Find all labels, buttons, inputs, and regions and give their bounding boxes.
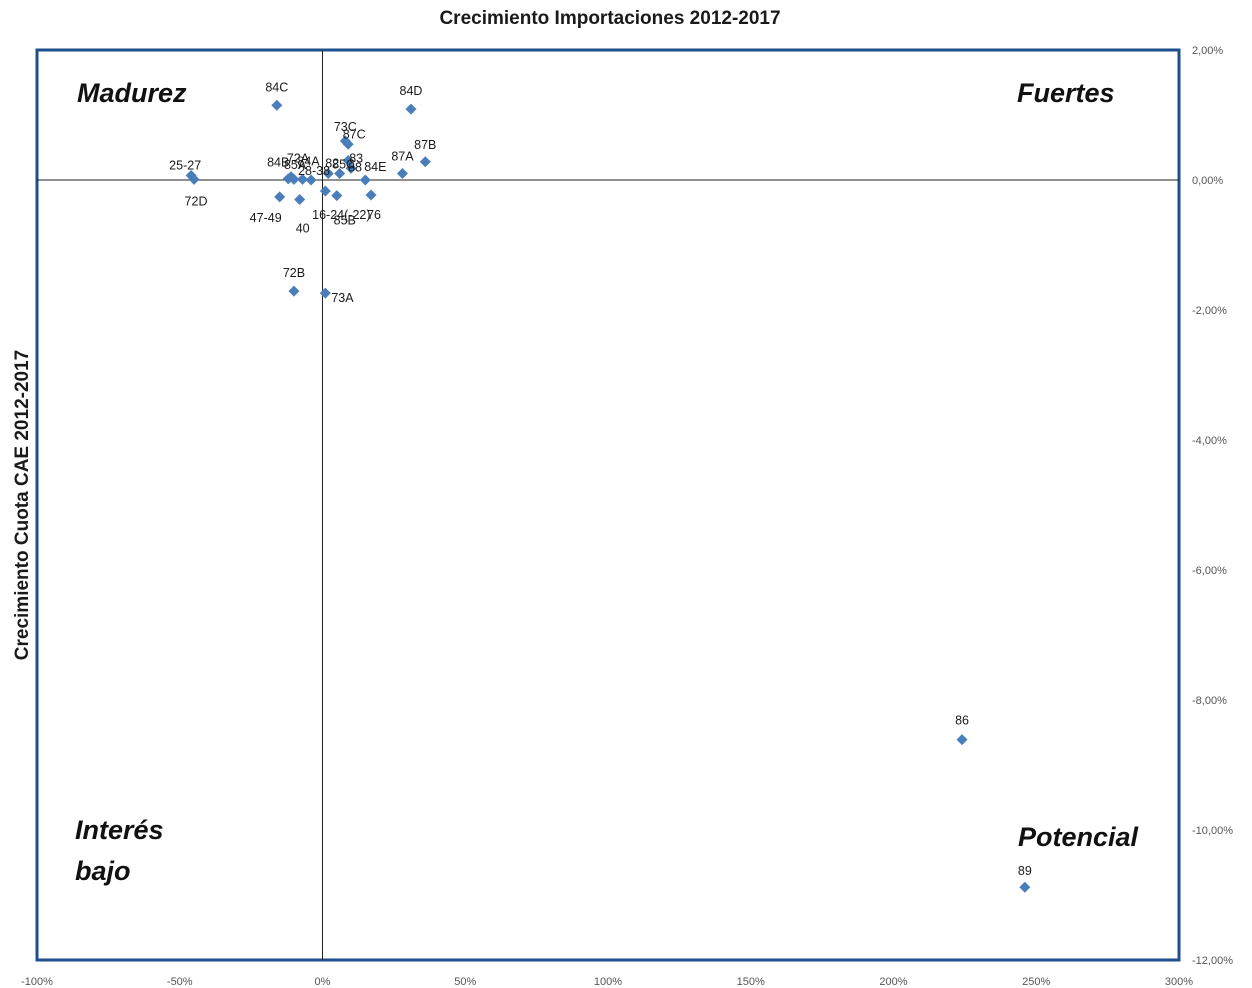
data-point-label: 72B [283,266,305,280]
y-tick-label: 0,00% [1192,175,1223,187]
chart-title: Crecimiento Importaciones 2012-2017 [439,8,780,29]
data-point-marker [319,185,331,197]
y-tick-label: -2,00% [1192,305,1227,317]
quadrant-label-bajo: bajo [75,856,131,886]
y-tick-label: -4,00% [1192,435,1227,447]
x-tick-label: 100% [594,976,622,988]
data-point-label: 40 [296,222,310,236]
data-point-label: 16-24(-22) [312,208,370,222]
quadrant-label-potencial: Potencial [1018,822,1139,852]
data-point-label: 73A [331,291,354,305]
y-tick-label: -8,00% [1192,695,1227,707]
data-point-marker [319,287,331,299]
data-point-label: 82 [325,157,339,171]
quadrant-label-interes: Interés [75,815,164,845]
data-point-marker [334,168,346,179]
data-point-marker [274,191,286,203]
data-point-marker [294,194,306,205]
data-point-marker [297,173,309,185]
x-tick-label: -100% [21,976,53,988]
y-tick-label: -10,00% [1192,825,1233,837]
x-tick-labels: -100% -50% 0% 50% 100% 150% 200% 250% 300% [21,976,1193,988]
x-tick-label: 150% [737,976,765,988]
data-point-marker [288,173,300,185]
data-point-marker [305,174,317,186]
data-point-label: 76 [367,208,381,222]
x-tick-label: 50% [454,976,476,988]
data-point-label: 83 [349,152,363,166]
plot-frame [35,48,1181,962]
data-point-marker [345,162,357,174]
x-tick-label: 300% [1165,976,1193,988]
data-point-label: 84B [267,156,289,170]
data-point-marker [365,189,377,201]
data-point-label: 84D [400,84,423,98]
data-point-marker [342,138,354,150]
data-points [185,99,1031,893]
data-point-label: 87B [414,138,436,152]
data-point-marker [359,174,371,186]
data-point-label: 84E [364,160,386,174]
data-point-label: 85A [284,158,307,172]
y-axis-label: Crecimiento Cuota CAE 2012-2017 [12,350,33,660]
x-tick-label: 0% [315,976,331,988]
data-point-label: 72D [185,194,208,208]
data-point-marker [396,168,408,179]
data-point-label: 86 [955,714,969,728]
x-tick-label: 250% [1022,976,1050,988]
data-point-label: 47-49 [250,211,282,225]
data-point-marker [271,99,283,111]
y-tick-label: 2,00% [1192,45,1223,57]
data-point-label: 87C [343,127,366,141]
data-point-marker [288,285,300,297]
data-point-label: 88 [348,160,362,174]
data-point-label: 85C [332,158,355,172]
data-point-marker [419,156,431,168]
data-point-marker [405,103,417,115]
data-point-label: 73C [334,120,357,134]
data-point-label: 89 [1018,864,1032,878]
data-point-label: 28-38 [298,164,330,178]
data-point-label: 25-27 [169,158,201,172]
data-point-marker [956,734,968,746]
data-point-marker [188,173,200,185]
x-tick-label: -50% [167,976,193,988]
data-point-marker [1019,881,1031,893]
data-point-marker [331,190,343,202]
data-point-label: 85B [334,214,356,228]
quadrant-label-madurez: Madurez [77,78,187,108]
data-point-label: 72A [287,151,310,165]
data-point-label: 87A [391,150,414,164]
data-point-label: 84C [265,80,288,94]
quadrant-label-fuertes: Fuertes [1017,78,1115,108]
y-tick-label: -6,00% [1192,565,1227,577]
x-tick-label: 200% [879,976,907,988]
data-point-marker [322,168,334,179]
y-tick-labels: 2,00% 0,00% -2,00% -4,00% -6,00% -8,00% -10,00… [1192,45,1233,967]
y-tick-label: -12,00% [1192,955,1233,967]
data-point-label: 84A [297,154,320,168]
